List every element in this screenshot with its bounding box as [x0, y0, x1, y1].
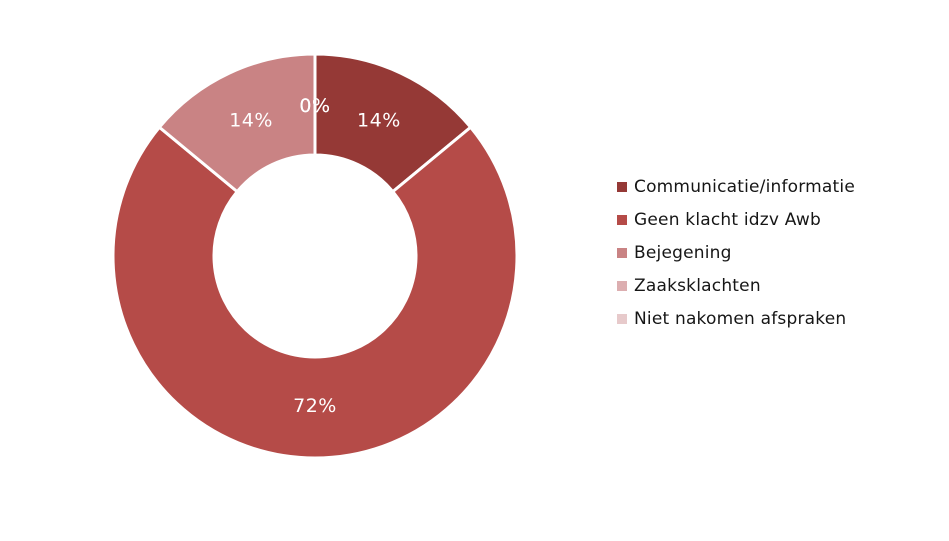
- legend-swatch-icon: [617, 281, 627, 291]
- donut-slice-bejegening: [157, 52, 317, 194]
- legend-label: Zaaksklachten: [634, 276, 761, 296]
- chart-legend: Communicatie/informatie Geen klacht idzv …: [617, 175, 855, 331]
- donut-slice-geen-klacht-idzv-awb: [111, 125, 519, 460]
- data-label-zaaksklachten: 0%: [299, 95, 330, 117]
- legend-label: Communicatie/informatie: [634, 177, 856, 197]
- legend-label: Bejegening: [634, 243, 732, 263]
- data-label-niet-nakomen-afspraken: 0%: [299, 95, 330, 117]
- legend-item-geen-klacht-idzv-awb: Geen klacht idzv Awb: [617, 208, 855, 232]
- data-label-geen-klacht-idzv-awb: 72%: [293, 395, 337, 417]
- legend-label: Niet nakomen afspraken: [634, 309, 847, 329]
- legend-item-zaaksklachten: Zaaksklachten: [617, 274, 855, 298]
- legend-swatch-icon: [617, 248, 627, 258]
- legend-item-bejegening: Bejegening: [617, 241, 855, 265]
- legend-item-niet-nakomen-afspraken: Niet nakomen afspraken: [617, 307, 855, 331]
- donut-chart: 14%72%14%0%0%: [111, 52, 519, 460]
- data-label-bejegening: 14%: [229, 109, 273, 131]
- legend-item-communicatie-informatie: Communicatie/informatie: [617, 175, 855, 199]
- donut-slice-communicatie-informatie: [313, 52, 473, 194]
- legend-swatch-icon: [617, 182, 627, 192]
- legend-label: Geen klacht idzv Awb: [634, 210, 821, 230]
- legend-swatch-icon: [617, 215, 627, 225]
- legend-swatch-icon: [617, 314, 627, 324]
- data-label-communicatie-informatie: 14%: [357, 109, 401, 131]
